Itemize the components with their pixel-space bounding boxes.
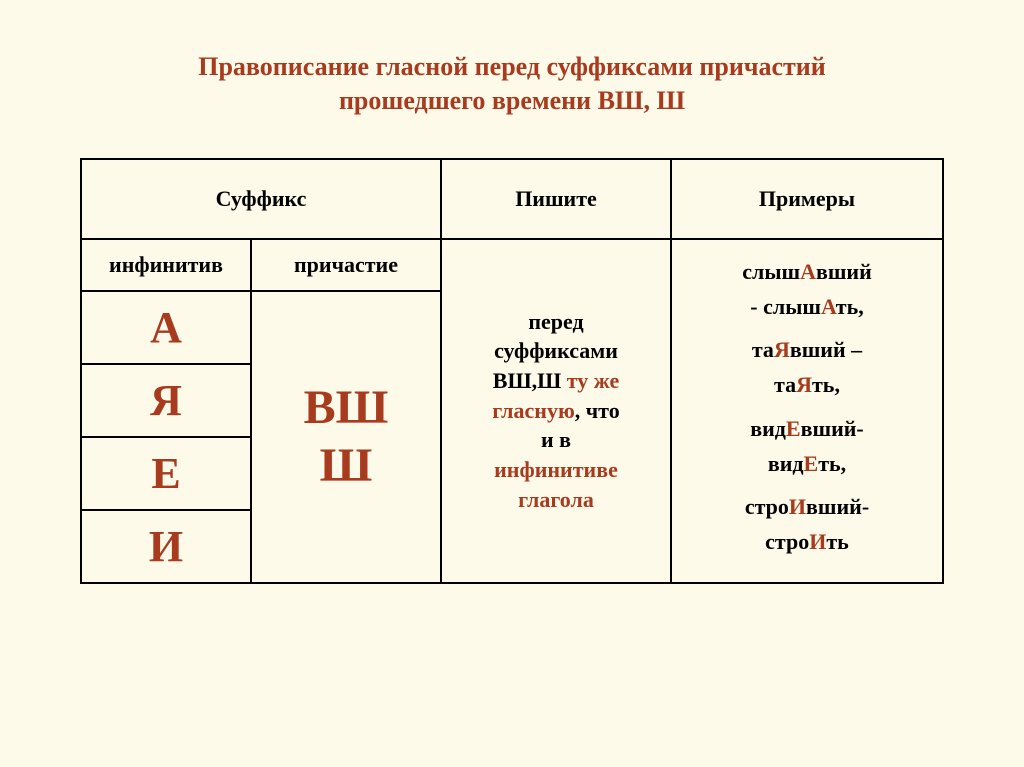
title-line-1: Правописание гласной перед суффиксами пр… (198, 52, 826, 81)
table-header-row: Суффикс Пишите Примеры (81, 159, 943, 239)
vowel-cell: Е (81, 437, 251, 510)
vowel-cell: Я (81, 364, 251, 437)
grammar-table: Суффикс Пишите Примеры инфинитив причаст… (80, 158, 944, 584)
table-subheader-row: инфинитив причастие перед суффиксами ВШ,… (81, 239, 943, 291)
example-row: видЕвший- видЕть, (686, 411, 928, 481)
page: Правописание гласной перед суффиксами пр… (0, 0, 1024, 767)
suffix-cell: ВШ Ш (251, 291, 441, 583)
vowel-cell: И (81, 510, 251, 583)
page-title: Правописание гласной перед суффиксами пр… (80, 50, 944, 118)
rule-text: перед суффиксами ВШ,Ш ту же гласную, что… (492, 309, 619, 512)
col-suffix-header: Суффикс (81, 159, 441, 239)
subcol-infinitive: инфинитив (81, 239, 251, 291)
example-row: слышАвший - слышАть, (686, 254, 928, 324)
title-line-2: прошедшего времени ВШ, Ш (339, 86, 685, 115)
example-row: строИвший- строИть (686, 489, 928, 559)
subcol-participle: причастие (251, 239, 441, 291)
example-row: таЯвший – таЯть, (686, 332, 928, 402)
rule-cell: перед суффиксами ВШ,Ш ту же гласную, что… (441, 239, 671, 583)
col-examples-header: Примеры (671, 159, 943, 239)
col-write-header: Пишите (441, 159, 671, 239)
examples-cell: слышАвший - слышАть, таЯвший – таЯть, ви… (671, 239, 943, 583)
vowel-cell: А (81, 291, 251, 364)
